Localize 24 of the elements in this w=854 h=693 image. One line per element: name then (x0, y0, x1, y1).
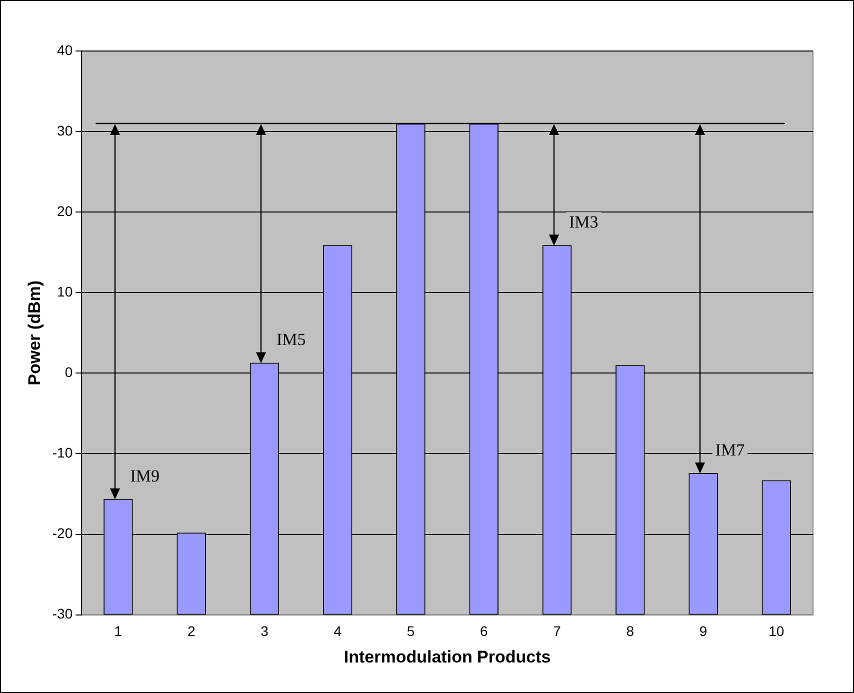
annotation: IM3 (569, 212, 598, 232)
y-axis-title: Power (dBm) (24, 280, 44, 386)
y-tick-label: -10 (52, 444, 73, 461)
x-tick-label: 6 (480, 623, 488, 640)
x-tick-label: 7 (553, 623, 562, 640)
x-tick-label: 5 (406, 623, 415, 640)
x-tick-label: 8 (626, 623, 634, 640)
y-tick-label: 40 (57, 42, 73, 58)
x-tick-label: 9 (699, 623, 708, 640)
x-tick-label: 4 (334, 623, 342, 640)
y-tick-label: -30 (52, 606, 73, 622)
x-tick-label: 3 (260, 623, 269, 640)
x-tick-label: 10 (768, 623, 784, 640)
x-tick-label: 2 (187, 623, 196, 640)
y-tick-label: 30 (57, 122, 73, 138)
annotation: IM9 (130, 466, 160, 486)
y-tick-label: -20 (52, 525, 73, 542)
annotation: IM5 (276, 330, 306, 350)
annotation: IM7 (715, 440, 746, 460)
y-tick-label: 0 (64, 364, 73, 380)
x-axis-title: Intermodulation Products (344, 647, 551, 666)
y-tick-label: 20 (57, 202, 73, 219)
y-tick-label: 10 (57, 283, 73, 300)
x-tick-label: 1 (114, 623, 122, 640)
